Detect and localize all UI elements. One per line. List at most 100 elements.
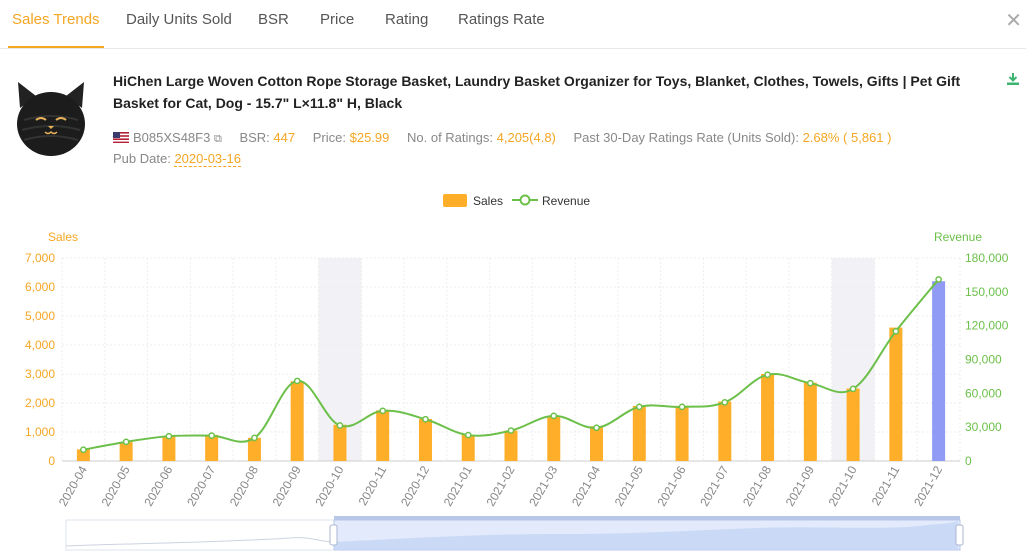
x-tick-label: 2020-08 [227, 463, 261, 508]
x-tick-label: 2021-09 [783, 463, 817, 508]
left-tick-label: 7,000 [25, 251, 55, 265]
asin[interactable]: B085XS48F3 [133, 130, 211, 145]
external-link-icon[interactable]: ⧉ [213, 133, 222, 145]
revenue-point [379, 407, 387, 415]
right-tick-label: 60,000 [965, 386, 1002, 400]
right-tick-label: 180,000 [965, 251, 1009, 265]
left-tick-label: 0 [48, 454, 55, 468]
x-tick-label: 2021-10 [826, 463, 860, 508]
x-tick-label: 2021-07 [697, 463, 731, 508]
range-slider[interactable] [65, 516, 964, 551]
revenue-point [635, 403, 643, 411]
tab-daily-units-sold[interactable]: Daily Units Sold [126, 11, 232, 28]
sales-bar [333, 424, 347, 461]
range-slider-left-handle[interactable] [329, 524, 338, 546]
revenue-point [293, 377, 301, 385]
x-tick-label: 2020-10 [312, 463, 346, 508]
sales-trends-chart: Sales Revenue Sales Revenue 0 1,000 2,000 3… [25, 194, 1009, 551]
x-tick-label: 2021-02 [483, 463, 517, 508]
sales-bar [162, 436, 176, 461]
x-tick-label: 2021-01 [441, 463, 475, 508]
x-tick-label: 2020-04 [56, 463, 90, 508]
product-image [17, 82, 85, 156]
revenue-point [678, 403, 686, 411]
revenue-point [80, 446, 87, 454]
revenue-point [165, 432, 173, 440]
revenue-point [251, 434, 258, 442]
left-tick-label: 5,000 [25, 309, 55, 323]
sales-bar [418, 418, 432, 461]
sales-bar [376, 410, 390, 461]
revenue-point [550, 412, 558, 420]
ratings-value: 4,205(4.8) [496, 130, 556, 145]
legend-revenue-marker [519, 194, 531, 206]
x-tick-label: 2020-12 [398, 463, 432, 508]
sales-bar [461, 434, 475, 461]
sales-bar [119, 442, 133, 461]
x-tick-label: 2021-03 [526, 463, 560, 508]
sales-bar [504, 430, 518, 461]
revenue-point [806, 379, 814, 387]
bsr-value: 447 [273, 130, 296, 145]
legend-revenue-label: Revenue [542, 194, 590, 208]
price-value: $25.99 [349, 130, 390, 145]
x-tick-label: 2020-07 [184, 463, 218, 508]
legend-sales-swatch [443, 194, 467, 207]
ratings-label: No. of Ratings: [407, 130, 493, 145]
sales-bar [247, 437, 261, 461]
sales-bar [718, 401, 732, 461]
x-tick-label: 2021-05 [612, 463, 646, 508]
x-tick-label: 2021-11 [869, 463, 903, 508]
product-title: HiChen Large Woven Cotton Rope Storage B… [113, 73, 961, 111]
revenue-point [507, 427, 515, 434]
close-icon[interactable]: ✕ [1005, 10, 1022, 32]
sales-bar [632, 405, 646, 461]
x-tick-label: 2021-08 [740, 463, 774, 508]
chart-legend[interactable]: Sales Revenue [443, 194, 590, 208]
revenue-point [935, 276, 942, 283]
right-tick-label: 150,000 [965, 285, 1009, 299]
right-tick-label: 120,000 [965, 319, 1009, 333]
tab-ratings-rate[interactable]: Ratings Rate [458, 11, 545, 28]
revenue-point [892, 327, 900, 335]
product-meta: B085XS48F3 ⧉ BSR: 447 Price: $25.99 No. … [113, 130, 905, 146]
sales-bar [547, 416, 561, 461]
left-tick-label: 2,000 [25, 396, 55, 410]
revenue-point [422, 415, 429, 423]
download-icon[interactable] [1006, 72, 1020, 86]
right-axis-title: Revenue [934, 230, 982, 244]
sales-bar [290, 381, 304, 461]
right-tick-label: 30,000 [965, 420, 1002, 434]
x-tick-label: 2021-04 [569, 463, 603, 508]
right-tick-label: 90,000 [965, 353, 1002, 367]
sales-bar [675, 405, 689, 461]
tab-bsr[interactable]: BSR [258, 11, 289, 28]
revenue-point [764, 371, 771, 379]
sales-bar [889, 327, 903, 461]
sales-bar [205, 434, 219, 461]
tab-sales-trends[interactable]: Sales Trends [8, 0, 104, 48]
sales-bar [803, 382, 817, 461]
revenue-point [849, 385, 857, 393]
left-tick-label: 4,000 [25, 338, 55, 352]
revenue-point [593, 424, 600, 432]
x-tick-label: 2020-09 [270, 463, 304, 508]
left-axis-title: Sales [48, 230, 78, 244]
tab-rating[interactable]: Rating [385, 11, 429, 28]
x-tick-label: 2020-05 [99, 463, 133, 508]
ratings-rate-label: Past 30-Day Ratings Rate (Units Sold): [573, 130, 799, 145]
sales-bar [932, 281, 946, 461]
sales-bar [761, 374, 775, 461]
range-slider-right-handle[interactable] [955, 524, 964, 546]
x-tick-label: 2021-12 [911, 463, 945, 508]
revenue-point [464, 431, 472, 439]
tab-bar: Sales Trends Daily Units Sold BSR Price … [0, 0, 1026, 49]
bsr-label: BSR: [239, 130, 270, 145]
us-flag-icon [113, 132, 129, 143]
x-tick-label: 2020-06 [141, 463, 175, 508]
right-tick-label: 0 [965, 454, 972, 468]
left-tick-label: 6,000 [25, 280, 55, 294]
pub-date-row: Pub Date: 2020-03-16 [113, 151, 241, 167]
x-tick-label: 2020-11 [356, 463, 390, 508]
tab-price[interactable]: Price [320, 11, 355, 28]
